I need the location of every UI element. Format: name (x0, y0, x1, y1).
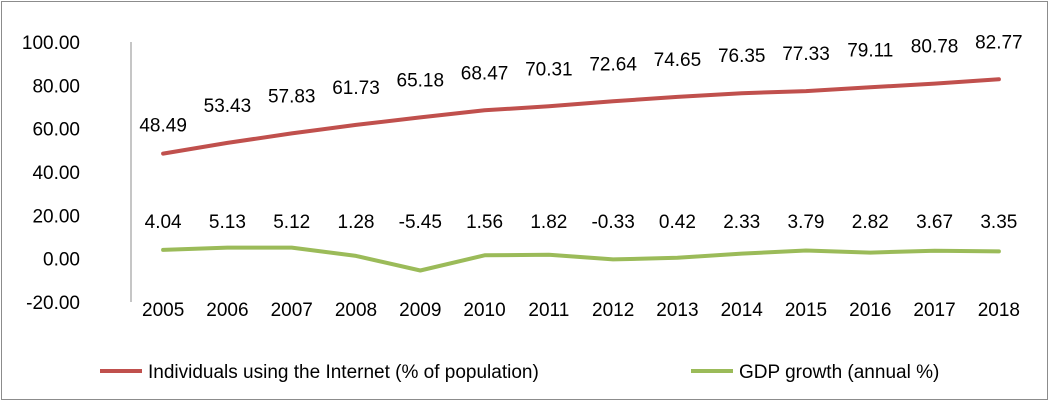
data-label: 79.11 (847, 40, 893, 61)
data-label: 2.33 (723, 212, 760, 233)
data-label: 65.18 (397, 70, 445, 91)
x-tick-label: 2005 (142, 300, 184, 321)
data-label: 3.67 (916, 212, 953, 233)
data-label: 3.79 (788, 212, 825, 233)
x-tick-label: 2011 (528, 300, 569, 321)
data-label: 1.82 (530, 212, 567, 233)
x-tick-label: 2010 (463, 300, 505, 321)
x-tick-label: 2015 (785, 300, 827, 321)
legend: Individuals using the Internet (% of pop… (100, 362, 939, 383)
data-label: -0.33 (591, 212, 634, 233)
y-tick-label: 100.00 (22, 33, 80, 54)
x-tick-label: 2009 (399, 300, 441, 321)
y-tick-label: 0.00 (43, 250, 80, 271)
x-tick-label: 2017 (913, 300, 955, 321)
data-label: 72.64 (589, 54, 637, 75)
data-label: 76.35 (718, 46, 766, 67)
y-tick-label: 80.00 (32, 76, 80, 97)
series-line-internet-users (161, 77, 1001, 156)
x-tick-label: 2008 (335, 300, 377, 321)
data-label: 3.35 (980, 212, 1017, 233)
y-tick-label: -20.00 (26, 293, 80, 314)
x-tick-label: 2012 (592, 300, 634, 321)
x-tick-label: 2014 (721, 300, 764, 321)
data-label: 5.12 (273, 212, 310, 233)
data-label: -5.45 (399, 212, 442, 233)
x-axis-ticks: 2005 2006 2007 2008 2009 2010 2011 2012 2013 2014… (142, 300, 1020, 321)
data-label: 2.82 (852, 212, 889, 233)
data-label: 77.33 (782, 44, 830, 65)
y-tick-label: 40.00 (32, 163, 80, 184)
x-tick-label: 2016 (849, 300, 891, 321)
data-label: 80.78 (911, 37, 959, 58)
data-labels: 48.49 53.43 57.83 61.73 65.18 68.47 70.31 72.64… (139, 32, 1022, 233)
data-label: 4.04 (145, 212, 182, 233)
data-label: 57.83 (268, 86, 316, 107)
data-label: 53.43 (204, 96, 252, 117)
y-tick-label: 60.00 (32, 120, 80, 141)
legend-label: GDP growth (annual %) (739, 362, 939, 383)
data-label: 68.47 (461, 63, 509, 84)
series-lines (161, 77, 1001, 273)
data-label: 82.77 (975, 32, 1023, 53)
x-tick-label: 2006 (206, 300, 248, 321)
data-label: 74.65 (654, 50, 702, 71)
x-tick-label: 2007 (271, 300, 313, 321)
data-label: 1.28 (338, 212, 375, 233)
y-tick-label: 20.00 (32, 206, 80, 227)
data-label: 0.42 (659, 212, 696, 233)
legend-label: Individuals using the Internet (% of pop… (148, 362, 539, 383)
series-line-gdp-growth (161, 245, 1001, 273)
data-label: 5.13 (209, 212, 246, 233)
data-label: 48.49 (139, 116, 187, 137)
data-label: 70.31 (525, 59, 573, 80)
data-label: 61.73 (332, 78, 380, 99)
y-axis-ticks: 100.00 80.00 60.00 40.00 20.00 0.00 -20.00 (22, 33, 80, 314)
x-tick-label: 2013 (656, 300, 698, 321)
data-label: 1.56 (466, 212, 503, 233)
x-tick-label: 2018 (978, 300, 1020, 321)
